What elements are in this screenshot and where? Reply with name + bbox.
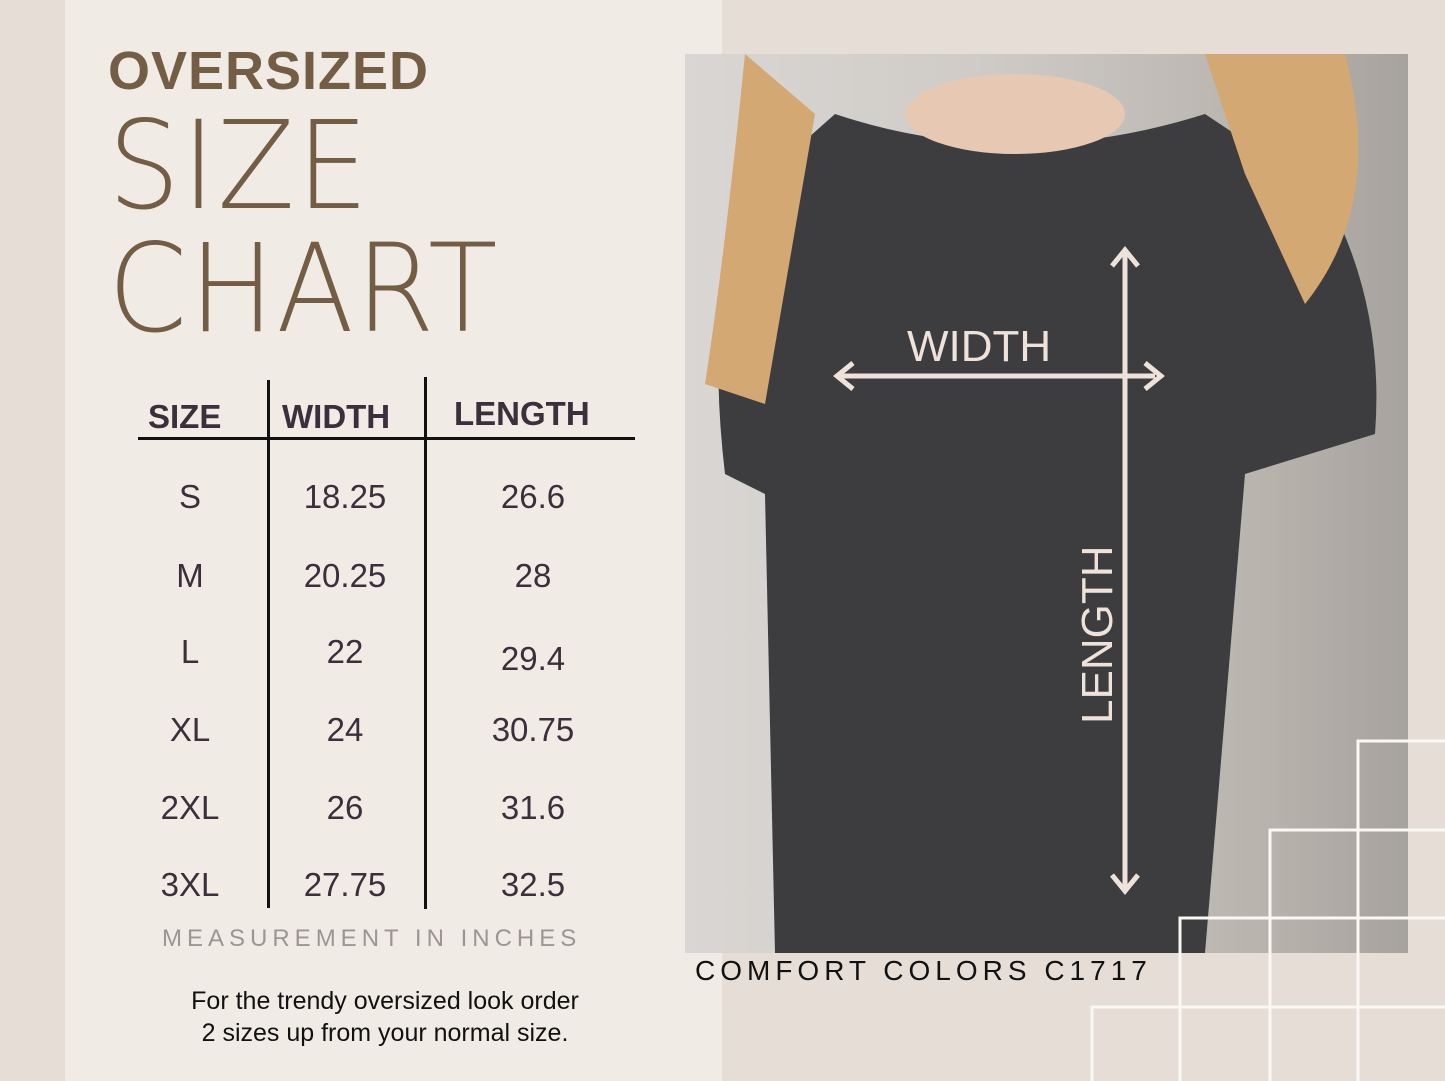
cell-size: 2XL [160, 789, 220, 826]
cell-length: 32.5 [500, 866, 566, 903]
length-label: LENGTH [1073, 546, 1122, 724]
title-size: SIZE [108, 95, 371, 237]
cell-size: 3XL [160, 866, 220, 903]
brand-label: COMFORT COLORS C1717 [695, 955, 1152, 986]
left-panel [65, 0, 722, 1081]
width-label: WIDTH [907, 322, 1051, 371]
column-divider [267, 380, 270, 908]
cell-size: M [176, 557, 204, 594]
cell-width: 24 [326, 711, 364, 748]
sizing-note-line: For the trendy oversized look order [191, 987, 579, 1015]
cell-size: XL [169, 711, 211, 748]
column-divider [424, 377, 427, 909]
tshirt-illustration: WIDTH LENGTH [705, 54, 1377, 953]
cell-length: 30.75 [491, 711, 575, 748]
cell-width: 27.75 [303, 866, 387, 903]
cell-length: 28 [514, 557, 552, 594]
cell-length: 26.6 [500, 478, 566, 515]
title-oversized: OVERSIZED [108, 41, 430, 101]
cell-length: 29.4 [500, 640, 566, 677]
title-chart: CHART [108, 218, 500, 360]
cell-width: 22 [326, 633, 364, 670]
cell-length: 31.6 [500, 789, 566, 826]
header-width: WIDTH [282, 398, 391, 435]
cell-size: S [178, 478, 201, 515]
header-length: LENGTH [454, 395, 590, 432]
cell-width: 26 [326, 789, 364, 826]
cell-width: 20.25 [303, 557, 387, 594]
sizing-note: For the trendy oversized look order 2 si… [130, 985, 640, 1049]
cell-size: L [180, 633, 200, 670]
sizing-note-line: 2 sizes up from your normal size. [201, 1019, 569, 1047]
header-size: SIZE [148, 398, 222, 435]
measurement-note: MEASUREMENT IN INCHES [162, 925, 582, 952]
cell-width: 18.25 [303, 478, 387, 515]
product-photo: WIDTH LENGTH [685, 54, 1408, 953]
table-divider [138, 437, 635, 440]
